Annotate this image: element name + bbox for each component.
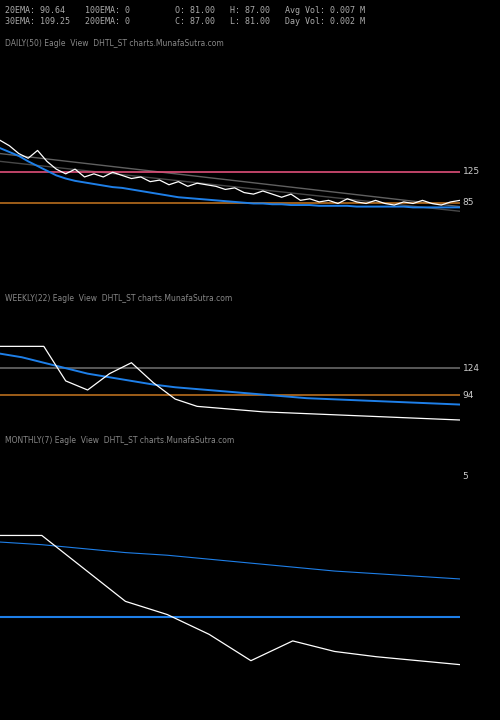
Text: MONTHLY(7) Eagle  View  DHTL_ST charts.MunafaSutra.com: MONTHLY(7) Eagle View DHTL_ST charts.Mun… xyxy=(4,436,234,445)
Text: 85: 85 xyxy=(462,198,474,207)
Text: 20EMA: 90.64    100EMA: 0         O: 81.00   H: 87.00   Avg Vol: 0.007 M: 20EMA: 90.64 100EMA: 0 O: 81.00 H: 87.00… xyxy=(5,6,365,14)
Text: 94: 94 xyxy=(462,391,474,400)
Text: 5: 5 xyxy=(462,472,468,481)
Text: 30EMA: 109.25   200EMA: 0         C: 87.00   L: 81.00   Day Vol: 0.002 M: 30EMA: 109.25 200EMA: 0 C: 87.00 L: 81.0… xyxy=(5,17,365,26)
Text: DAILY(50) Eagle  View  DHTL_ST charts.MunafaSutra.com: DAILY(50) Eagle View DHTL_ST charts.Muna… xyxy=(4,39,224,48)
Text: WEEKLY(22) Eagle  View  DHTL_ST charts.MunafaSutra.com: WEEKLY(22) Eagle View DHTL_ST charts.Mun… xyxy=(4,294,232,303)
Text: 125: 125 xyxy=(462,167,479,176)
Text: 124: 124 xyxy=(462,364,479,373)
